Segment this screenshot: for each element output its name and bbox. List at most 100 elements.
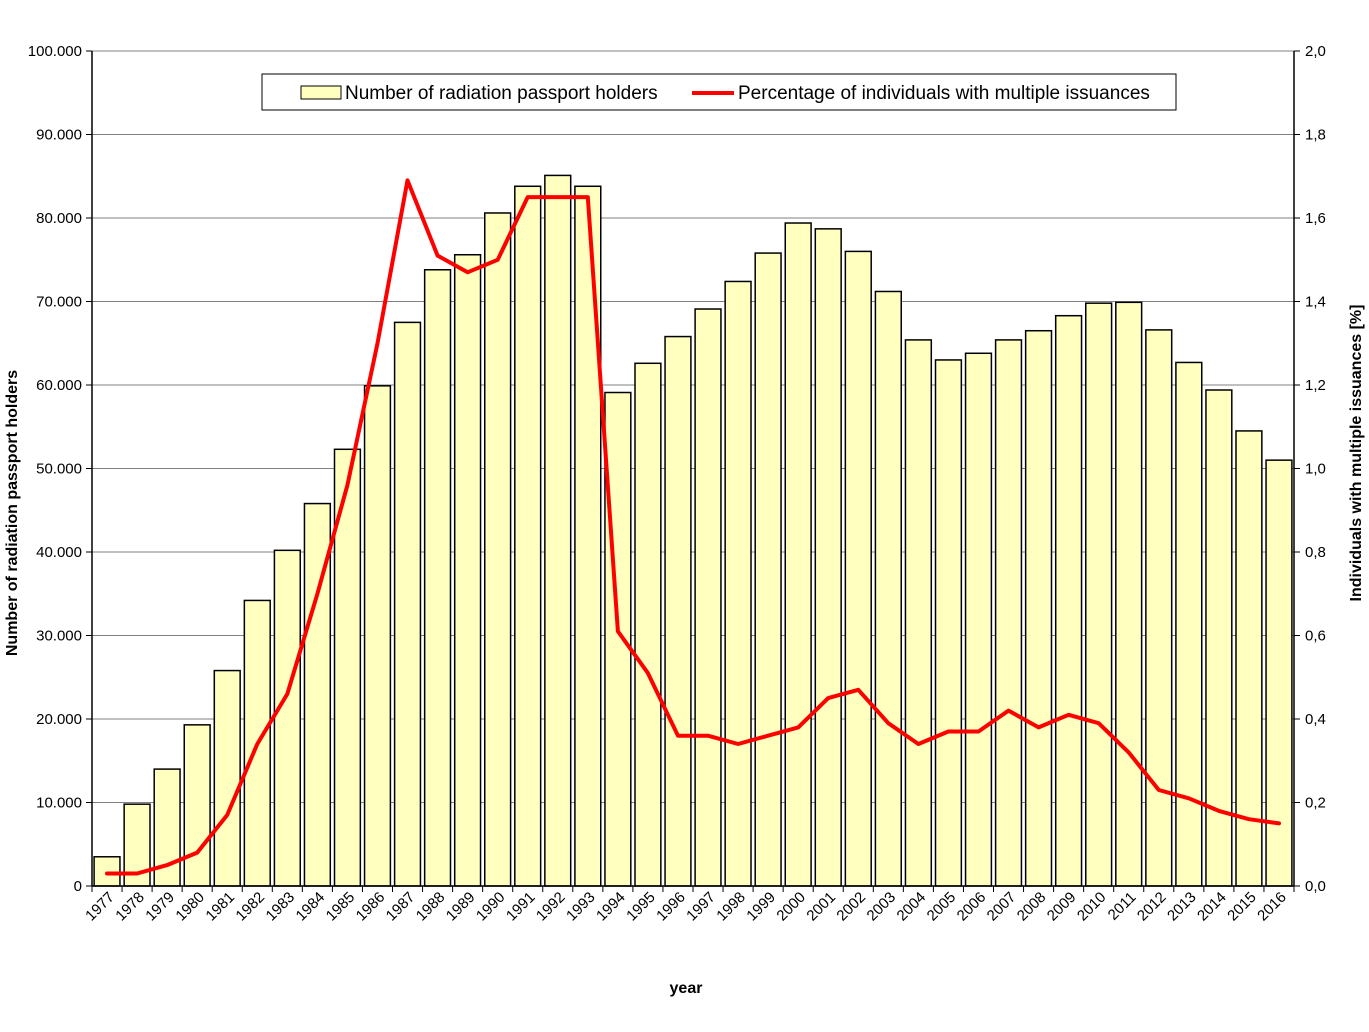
left-tick-label: 90.000 [36,127,82,144]
x-tick-label: 1995 [623,889,659,925]
bar [273,549,301,887]
bar [1085,302,1113,887]
x-tick-label: 1986 [353,889,389,925]
bar [634,362,662,887]
x-tick-label: 1978 [112,889,148,925]
bar [544,174,572,887]
bar [183,724,211,887]
left-tick-label: 50.000 [36,461,82,478]
legend-label-line: Percentage of individuals with multiple … [738,83,1150,104]
x-tick-label: 1989 [443,889,479,925]
bar [994,339,1023,887]
x-tick-label: 1990 [473,889,509,925]
legend-swatch-bars [300,85,342,100]
line-path [105,178,1281,876]
x-tick-label: 1996 [653,889,689,925]
left-tick-label: 30.000 [36,628,82,645]
right-tick-label: 1,0 [1305,461,1326,478]
x-tick-label: 1999 [743,889,779,925]
bar [844,250,872,887]
x-tick-label: 1998 [713,889,749,925]
right-tick-label: 0,0 [1305,878,1326,895]
x-tick-label: 2011 [1105,889,1140,924]
x-tick-label: 1988 [413,889,449,925]
x-tick-label: 2003 [864,889,900,925]
x-tick-label: 1984 [293,889,329,925]
x-tick-label: 1987 [383,889,419,925]
bar [754,252,782,887]
bar [484,212,512,887]
bar [213,669,241,887]
x-tick-label: 2006 [954,889,990,925]
x-tick-label: 2005 [924,889,960,925]
x-tick-label: 2014 [1194,889,1230,925]
bar [1175,361,1203,887]
x-tick-label: 1982 [232,889,268,925]
x-tick-label: 2008 [1014,889,1050,925]
bar [814,228,842,887]
right-tick-label: 1,4 [1305,294,1326,311]
bar [934,359,963,887]
x-tick-label: 2004 [894,889,930,925]
right-tick-label: 0,2 [1305,795,1326,812]
right-axis-title: Individuals with multiple issuances [%] [1348,305,1365,602]
right-tick-label: 1,8 [1305,127,1326,144]
x-tick-label: 2000 [773,889,809,925]
bar-series [93,174,1293,887]
x-tick-label: 1977 [82,889,118,925]
right-tick-label: 2,0 [1305,43,1326,60]
axes [86,50,1300,892]
left-tick-label: 80.000 [36,210,82,227]
bar [904,339,933,887]
bar [423,269,452,887]
x-tick-label: 1991 [503,889,539,925]
x-tick-label: 1993 [563,889,599,925]
x-tick-label: 2007 [984,889,1020,925]
bar [1115,301,1143,887]
bar [1205,389,1233,887]
x-tick-label: 2009 [1044,889,1080,925]
x-tick-label: 2010 [1074,889,1110,925]
x-tick-label: 1981 [202,889,238,925]
gridlines [92,50,1294,803]
left-tick-label: 20.000 [36,711,82,728]
x-tick-label: 2002 [833,889,869,925]
x-tick-label: 2016 [1254,889,1290,925]
bar [664,335,692,887]
bar [574,185,602,887]
bar [784,222,812,887]
x-tick-label: 1983 [263,889,299,925]
left-tick-label: 100.000 [28,43,82,60]
x-tick-label: 1985 [323,889,359,925]
x-tick-label: 1992 [533,889,569,925]
right-tick-label: 1,6 [1305,210,1326,227]
x-tick-label: 2012 [1134,889,1170,925]
bar [694,308,722,887]
right-tick-label: 1,2 [1305,377,1326,394]
bar [514,185,542,887]
x-tick-label: 1980 [172,889,208,925]
bar [453,253,482,887]
left-tick-label: 40.000 [36,544,82,561]
x-tick-label: 1997 [683,889,719,925]
bar [1054,314,1083,887]
legend: Number of radiation passport holders Per… [261,73,1177,111]
x-tick-label: 2015 [1224,889,1260,925]
x-tick-label: 1979 [142,889,178,925]
x-tick-label: 2013 [1164,889,1200,925]
right-tick-label: 0,8 [1305,544,1326,561]
legend-label-bars: Number of radiation passport holders [345,83,658,104]
x-tick-label: 2001 [803,889,839,925]
bar [93,856,121,887]
bar [1024,329,1053,887]
left-tick-label: 70.000 [36,294,82,311]
bar [874,290,902,887]
bar [363,385,392,887]
right-tick-label: 0,4 [1305,711,1326,728]
line-series [105,178,1281,876]
bar [1235,430,1263,887]
x-axis-ticks: 1977197819791980198119821983198419851986… [82,889,1290,925]
right-tick-label: 0,6 [1305,628,1326,645]
